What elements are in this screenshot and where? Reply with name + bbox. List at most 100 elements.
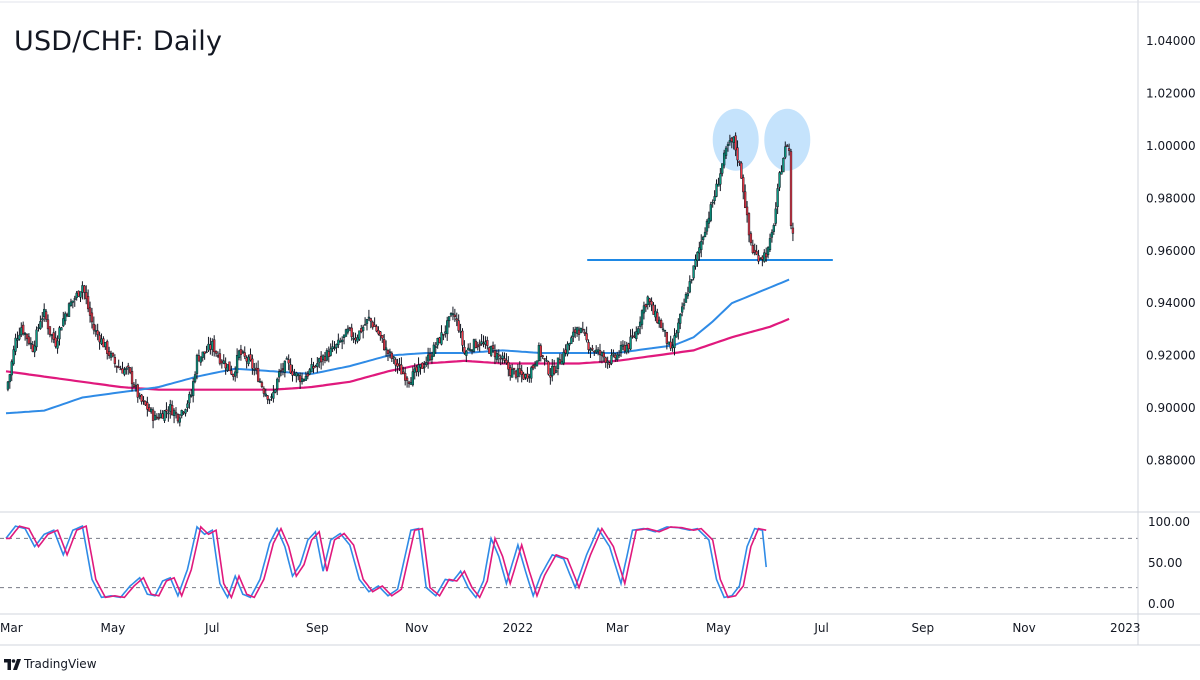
candle-body — [570, 337, 573, 344]
time-tick-label: Sep — [306, 621, 329, 635]
candle-body — [654, 310, 657, 318]
candle-body — [763, 252, 766, 262]
candle-body — [44, 311, 48, 320]
candle-body — [172, 410, 176, 416]
candle-body — [27, 336, 31, 344]
candle-body — [342, 334, 346, 338]
candle-body — [18, 334, 21, 340]
candle-body — [54, 337, 57, 347]
candle-body — [621, 344, 625, 347]
candle-body — [602, 352, 605, 358]
candle-body — [346, 328, 350, 333]
candle-body — [539, 345, 542, 357]
candle-body — [451, 313, 455, 315]
time-tick-label: 2023 — [1110, 621, 1141, 635]
candle-body — [547, 361, 550, 375]
candle-body — [56, 340, 59, 349]
candle-body — [400, 364, 403, 375]
candle-body — [270, 396, 273, 398]
candle-body — [60, 327, 63, 331]
candle-body — [457, 320, 460, 331]
candle-body — [449, 313, 453, 316]
candle-body — [514, 370, 518, 378]
candle-body — [138, 395, 141, 397]
candle-body — [96, 330, 99, 335]
candle-body — [81, 285, 84, 293]
candle-body — [123, 369, 126, 375]
candle-body — [316, 363, 319, 367]
candle-body — [568, 343, 571, 346]
candle-body — [214, 350, 218, 354]
candle-body — [640, 310, 644, 325]
candle-body — [461, 330, 464, 346]
candle-body — [25, 333, 29, 340]
candle-body — [589, 349, 592, 352]
candle-body — [285, 358, 288, 360]
candle-body — [713, 196, 716, 201]
candle-body — [635, 331, 638, 339]
candle-body — [146, 402, 149, 410]
candle-body — [413, 368, 416, 373]
candle-body — [791, 227, 795, 234]
candle-body — [646, 296, 649, 306]
candle-body — [115, 365, 118, 368]
candle-body — [312, 366, 315, 369]
candle-body — [530, 367, 533, 379]
candle-body — [610, 355, 613, 364]
candle-body — [341, 339, 344, 342]
candle-body — [438, 337, 441, 344]
candle-body — [446, 320, 449, 335]
candle-body — [363, 324, 367, 326]
candle-body — [16, 338, 19, 341]
candle-body — [554, 370, 558, 373]
candle-body — [682, 303, 686, 306]
candle-body — [140, 394, 143, 402]
candle-body — [113, 357, 117, 364]
candle-body — [732, 136, 735, 143]
candle-body — [109, 353, 113, 358]
candle-body — [174, 412, 178, 414]
candle-body — [86, 296, 90, 310]
candle-body — [360, 328, 363, 333]
time-tick-label: Jul — [813, 621, 828, 635]
candle-body — [83, 285, 86, 293]
candle-body — [190, 395, 193, 397]
candle-body — [782, 158, 785, 173]
candle-body — [533, 364, 537, 367]
candle-body — [327, 351, 330, 358]
candle-body — [768, 238, 772, 251]
candle-body — [753, 249, 756, 253]
candle-body — [444, 331, 447, 334]
candle-body — [688, 281, 691, 293]
candle-body — [560, 360, 563, 365]
candle-body — [392, 356, 395, 359]
candle-body — [205, 351, 208, 354]
candle-body — [281, 368, 285, 371]
annotations — [587, 108, 833, 261]
candle-body — [104, 342, 107, 348]
candle-body — [495, 352, 499, 360]
candle-body — [201, 351, 204, 358]
candle-body — [29, 342, 32, 345]
candle-body — [182, 411, 185, 414]
candle-body — [669, 341, 672, 349]
candle-body — [298, 375, 302, 383]
candle-body — [593, 350, 596, 353]
candle-body — [287, 359, 290, 364]
candle-body — [516, 368, 520, 377]
price-tick-label: 1.04000 — [1146, 34, 1196, 48]
candle-body — [703, 231, 707, 238]
candle-body — [518, 368, 521, 374]
axes: 1.04000 1.02000 1.00000 0.98000 0.96000 0.940… — [0, 0, 1200, 646]
candle-body — [728, 140, 732, 143]
candle-body — [130, 371, 134, 385]
candle-body — [774, 208, 777, 224]
tradingview-wordmark: TradingView — [24, 657, 97, 671]
candle-body — [493, 350, 497, 358]
candle-body — [648, 298, 651, 302]
osc-tick-label: 100.00 — [1148, 515, 1190, 529]
candle-body — [489, 346, 493, 356]
candle-body — [268, 399, 271, 401]
candle-body — [751, 244, 754, 253]
candle-body — [428, 353, 432, 361]
